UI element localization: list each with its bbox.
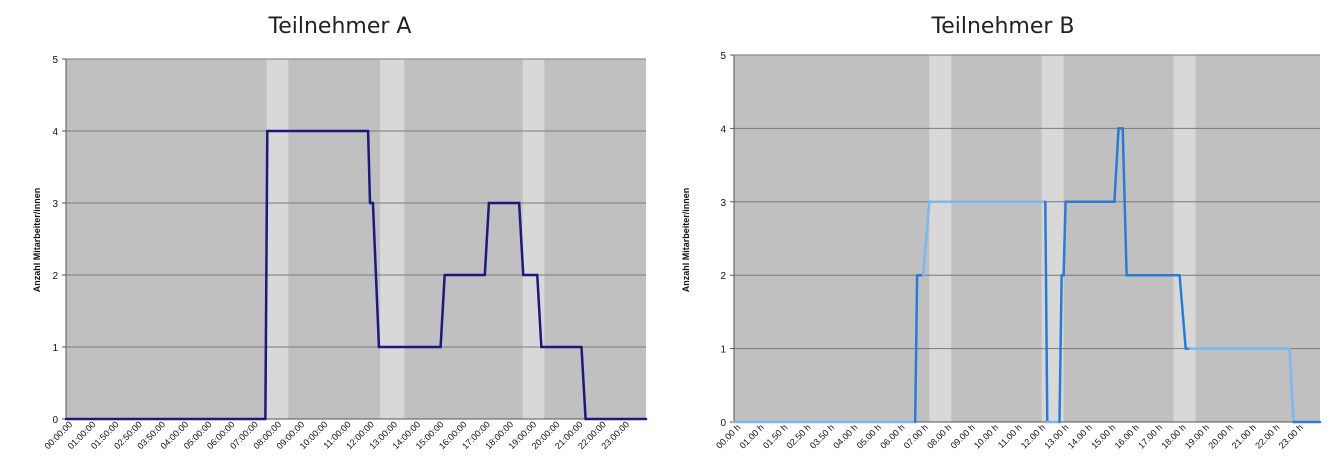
- series-line-segment: [1178, 273, 1187, 350]
- series-line-segment: [1062, 200, 1067, 277]
- plot-area: [66, 59, 646, 419]
- highlight-band: [1173, 55, 1196, 422]
- x-tick-label: 12.00 h: [1019, 422, 1047, 450]
- x-tick-label: 16.00 h: [1113, 422, 1141, 450]
- y-tick-label: 1: [52, 343, 58, 354]
- x-tick-label: 22.00 h: [1253, 422, 1281, 450]
- series-line-segment: [921, 200, 931, 277]
- y-tick-label: 2: [52, 271, 58, 282]
- y-tick-label: 3: [720, 198, 726, 209]
- x-tick-label: 20.00 h: [1206, 422, 1234, 450]
- x-tick-label: 15.00 h: [1089, 422, 1117, 450]
- series-line-segment: [483, 201, 491, 277]
- x-tick-label: 11.00 h: [996, 422, 1024, 450]
- series-line-segment: [264, 129, 269, 421]
- highlight-band: [929, 55, 952, 422]
- highlight-band: [380, 59, 405, 419]
- series-line-segment: [536, 273, 543, 349]
- x-tick-label: 03.50 h: [808, 422, 836, 450]
- y-tick-label: 2: [720, 271, 726, 282]
- y-tick-label: 4: [52, 127, 58, 138]
- series-line-segment: [913, 273, 919, 424]
- x-tick-label: 17.00 h: [1136, 422, 1164, 450]
- x-tick-label: 18.00 h: [1159, 422, 1187, 450]
- series-line-segment: [1044, 200, 1049, 424]
- highlight-band: [266, 59, 289, 419]
- x-tick-label: 05.00 h: [855, 422, 883, 450]
- plot-area: [734, 55, 1320, 422]
- series-line-segment: [371, 201, 381, 349]
- x-tick-label: 07.00 h: [902, 422, 930, 450]
- series-line-segment: [1288, 347, 1295, 424]
- series-line-segment: [1113, 127, 1120, 204]
- highlight-band: [522, 59, 545, 419]
- y-tick-label: 5: [52, 55, 58, 66]
- x-tick-label: 02.50 h: [784, 422, 812, 450]
- x-tick-label: 06.00 h: [878, 422, 906, 450]
- y-axis-label: Anzahl Mitarbeiter/innen: [681, 188, 691, 293]
- series-line-segment: [580, 345, 587, 421]
- series-line-segment: [1058, 273, 1063, 424]
- x-tick-label: 01.50 h: [761, 422, 789, 450]
- x-tick-label: 19.00 h: [1183, 422, 1211, 450]
- y-tick-label: 5: [720, 51, 726, 62]
- x-tick-label: 21.00 h: [1230, 422, 1258, 450]
- x-tick-label: 09.00 h: [949, 422, 977, 450]
- chart-title: Teilnehmer B: [931, 14, 1075, 39]
- series-line-segment: [1121, 127, 1128, 277]
- series-line-segment: [439, 273, 446, 349]
- series-line-segment: [366, 129, 372, 205]
- y-tick-label: 3: [52, 199, 58, 210]
- chart-title: Teilnehmer A: [268, 14, 412, 39]
- x-tick-label: 00.00 h: [714, 422, 742, 450]
- x-tick-label: 01.00 h: [738, 422, 766, 450]
- x-tick-label: 14.00 h: [1066, 422, 1094, 450]
- y-tick-label: 1: [720, 345, 726, 356]
- y-axis-label: Anzahl Mitarbeiter/innen: [32, 188, 42, 293]
- series-line-segment: [517, 201, 525, 277]
- x-tick-label: 04.00 h: [831, 422, 859, 450]
- chart-teilnehmer-a: Teilnehmer A Anzahl Mitarbeiter/innen 0 1…: [32, 14, 648, 451]
- x-tick-label: 08.00 h: [925, 422, 953, 450]
- x-tick-label: 23.00 h: [1277, 422, 1305, 450]
- y-tick-label: 0: [52, 415, 58, 426]
- y-tick-label: 0: [720, 418, 726, 429]
- x-tick-label: 10.00 h: [972, 422, 1000, 450]
- x-tick-label: 13.00 h: [1042, 422, 1070, 450]
- y-tick-label: 4: [720, 124, 726, 135]
- chart-teilnehmer-b: Teilnehmer B Anzahl Mitarbeiter/innen 01…: [681, 14, 1322, 451]
